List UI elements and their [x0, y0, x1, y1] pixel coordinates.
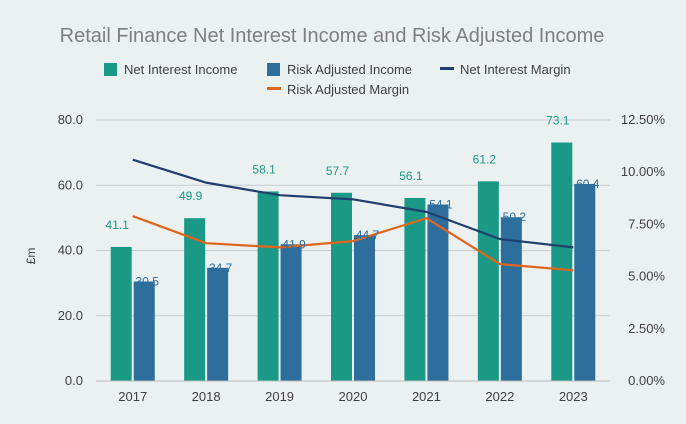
legend-label-net-interest-income: Net Interest Income [124, 62, 237, 77]
data-label-net-interest-income: 61.2 [473, 152, 497, 166]
legend-swatch-risk-adjusted-income [267, 63, 280, 76]
y-tick-label: 0.0 [65, 373, 83, 388]
legend-label-risk-adjusted-margin: Risk Adjusted Margin [287, 82, 409, 97]
legend-label-risk-adjusted-income: Risk Adjusted Income [287, 62, 412, 77]
y-tick-label: 60.0 [58, 177, 83, 192]
y2-tick-label: 12.50% [621, 112, 666, 127]
data-label-net-interest-income: 57.7 [326, 164, 350, 178]
bar-risk-adjusted-income [354, 235, 375, 381]
gridlines [96, 119, 610, 317]
data-label-net-interest-income: 58.1 [252, 162, 276, 176]
data-label-risk-adjusted-income: 41.9 [282, 237, 306, 251]
x-tick-label: 2018 [192, 389, 221, 404]
y2-tick-label: 2.50% [628, 321, 665, 336]
lines [132, 158, 574, 272]
bars [110, 142, 596, 381]
axes: 0.0 20.0 40.0 60.0 80.0 0.00% 2.50% 5.00% 7.50% 1… [58, 112, 666, 404]
data-label-net-interest-income: 41.1 [106, 218, 130, 232]
x-tick-label: 2017 [118, 389, 147, 404]
y-tick-label: 80.0 [58, 112, 83, 127]
bar-net-interest-income [477, 181, 499, 381]
data-label-risk-adjusted-income: 54.1 [429, 197, 453, 211]
data-label-net-interest-income: 73.1 [546, 114, 570, 128]
legend-swatch-net-interest-margin [440, 67, 454, 70]
bar-net-interest-income [404, 197, 426, 381]
data-label-net-interest-income: 56.1 [399, 169, 423, 183]
bar-net-interest-income [184, 218, 206, 381]
y-tick-label: 40.0 [58, 243, 83, 258]
bar-risk-adjusted-income [133, 281, 155, 381]
legend: Net Interest Income Risk Adjusted Income… [104, 62, 571, 97]
bar-risk-adjusted-income [427, 204, 449, 381]
legend-swatch-net-interest-income [104, 63, 117, 76]
y-tick-label: 20.0 [58, 308, 83, 323]
data-label-net-interest-income: 49.9 [179, 189, 203, 203]
line-net-interest-margin [132, 158, 574, 249]
line-risk-adjusted-margin [132, 215, 574, 272]
bar-net-interest-income [551, 142, 573, 381]
legend-swatch-risk-adjusted-margin [267, 87, 281, 90]
bar-net-interest-income [110, 246, 132, 381]
y2-tick-label: 5.00% [628, 269, 665, 284]
bar-risk-adjusted-income [280, 244, 302, 381]
x-tick-label: 2023 [559, 389, 588, 404]
data-label-risk-adjusted-income: 30.5 [136, 274, 160, 288]
bar-risk-adjusted-income [207, 267, 229, 381]
y2-tick-label: 10.00% [621, 164, 666, 179]
x-tick-label: 2022 [485, 389, 514, 404]
data-label-risk-adjusted-income: 50.2 [503, 210, 527, 224]
chart-title: Retail Finance Net Interest Income and R… [60, 25, 605, 47]
x-tick-label: 2020 [339, 389, 368, 404]
data-label-risk-adjusted-income: 34.7 [209, 261, 233, 275]
bar-risk-adjusted-income [500, 217, 522, 381]
data-label-risk-adjusted-income: 60.4 [576, 177, 600, 191]
x-tick-label: 2021 [412, 389, 441, 404]
bar-net-interest-income [257, 191, 279, 381]
data-label-risk-adjusted-income: 44.7 [356, 228, 380, 242]
bar-net-interest-income [331, 192, 352, 381]
y-axis-title: £m [24, 248, 38, 265]
y2-tick-label: 7.50% [628, 216, 665, 231]
data-labels: 41.1 49.9 58.1 57.7 56.1 61.2 73.1 30.5 34.7 41.9… [106, 114, 600, 289]
legend-label-net-interest-margin: Net Interest Margin [460, 62, 571, 77]
x-tick-label: 2019 [265, 389, 294, 404]
bar-risk-adjusted-income [574, 183, 596, 381]
y2-tick-label: 0.00% [628, 373, 665, 388]
